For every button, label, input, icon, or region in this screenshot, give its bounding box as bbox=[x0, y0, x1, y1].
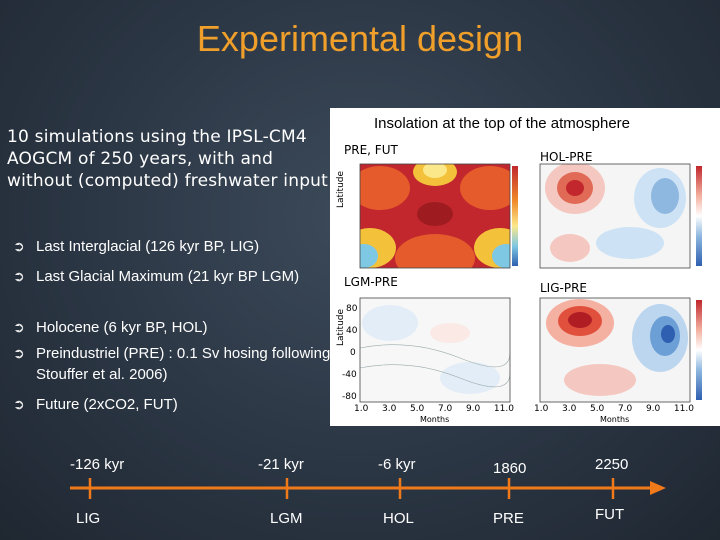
month-ticks-right: 1.0 3.0 5.0 7.0 9.0 11.0 bbox=[534, 404, 694, 414]
contour-maps bbox=[359, 163, 702, 403]
bullet-text: Preindustriel (PRE) : 0.1 Sv hosing foll… bbox=[36, 345, 331, 383]
figure-title: Insolation at the top of the atmosphere bbox=[374, 115, 631, 132]
timeline-date-pre: 1860 bbox=[493, 460, 527, 477]
panel-label-pre-fut: PRE, FUT bbox=[344, 143, 398, 157]
contour-lig-pre bbox=[540, 298, 690, 402]
lat-tick: 0 bbox=[350, 348, 356, 358]
arrow-bullet-icon: ➲ bbox=[13, 396, 25, 412]
timeline-label-lig: LIG bbox=[76, 510, 101, 527]
lat-tick: -80 bbox=[342, 392, 357, 402]
bullet-text: Future (2xCO2, FUT) bbox=[36, 396, 178, 413]
panel-label-lig-pre: LIG-PRE bbox=[540, 281, 588, 295]
month-tick: 7.0 bbox=[437, 404, 453, 414]
month-tick: 5.0 bbox=[409, 404, 425, 414]
panel-label-lgm-pre: LGM-PRE bbox=[344, 275, 398, 289]
lat-tick: -40 bbox=[342, 370, 357, 380]
x-axis-label-right: Months bbox=[600, 415, 630, 424]
timeline-label-pre: PRE bbox=[493, 510, 524, 527]
timeline-date-fut: 2250 bbox=[595, 456, 629, 473]
month-tick: 3.0 bbox=[561, 404, 577, 414]
timeline-date-lig: -126 kyr bbox=[70, 456, 125, 473]
timeline-label-hol: HOL bbox=[383, 510, 414, 527]
arrow-bullet-icon: ➲ bbox=[13, 345, 25, 361]
y-axis-label-bottom: Latitude bbox=[336, 308, 346, 346]
timeline-arrow-icon bbox=[650, 481, 666, 495]
timeline-label-fut: FUT bbox=[595, 506, 625, 523]
month-tick: 11.0 bbox=[493, 404, 514, 414]
lat-tick: 80 bbox=[346, 304, 358, 314]
contour-hol-pre bbox=[540, 164, 690, 268]
month-tick: 1.0 bbox=[534, 404, 549, 414]
contour-lgm-pre bbox=[360, 298, 510, 402]
bullet-text: Last Interglacial (126 kyr BP, LIG) bbox=[36, 238, 260, 255]
y-axis-label-top: Latitude bbox=[336, 170, 346, 208]
month-tick: 7.0 bbox=[617, 404, 633, 414]
bullet-text: Holocene (6 kyr BP, HOL) bbox=[36, 319, 208, 336]
intro-text: 10 simulations using the IPSL-CM4 AOGCM … bbox=[7, 127, 329, 191]
x-axis-label-left: Months bbox=[420, 415, 450, 424]
month-tick: 3.0 bbox=[381, 404, 397, 414]
month-tick: 9.0 bbox=[465, 404, 481, 414]
lat-tick: 40 bbox=[346, 326, 358, 336]
timeline-date-hol: -6 kyr bbox=[378, 456, 416, 473]
arrow-bullet-icon: ➲ bbox=[13, 238, 25, 254]
month-tick: 1.0 bbox=[354, 404, 369, 414]
timeline-label-lgm: LGM bbox=[270, 510, 303, 527]
slide-title: Experimental design bbox=[196, 18, 524, 59]
month-tick: 5.0 bbox=[589, 404, 605, 414]
timeline-date-lgm: -21 kyr bbox=[258, 456, 304, 473]
month-tick: 11.0 bbox=[673, 404, 694, 414]
month-ticks-left: 1.0 3.0 5.0 7.0 9.0 11.0 bbox=[354, 404, 514, 414]
month-tick: 9.0 bbox=[645, 404, 661, 414]
insolation-figure: Insolation at the top of the atmosphere … bbox=[330, 108, 720, 426]
arrow-bullet-icon: ➲ bbox=[13, 319, 25, 335]
bullet-text: Last Glacial Maximum (21 kyr BP LGM) bbox=[36, 268, 300, 285]
contour-pre-fut bbox=[360, 164, 510, 268]
panel-label-hol-pre: HOL-PRE bbox=[540, 150, 593, 164]
arrow-bullet-icon: ➲ bbox=[13, 268, 25, 284]
